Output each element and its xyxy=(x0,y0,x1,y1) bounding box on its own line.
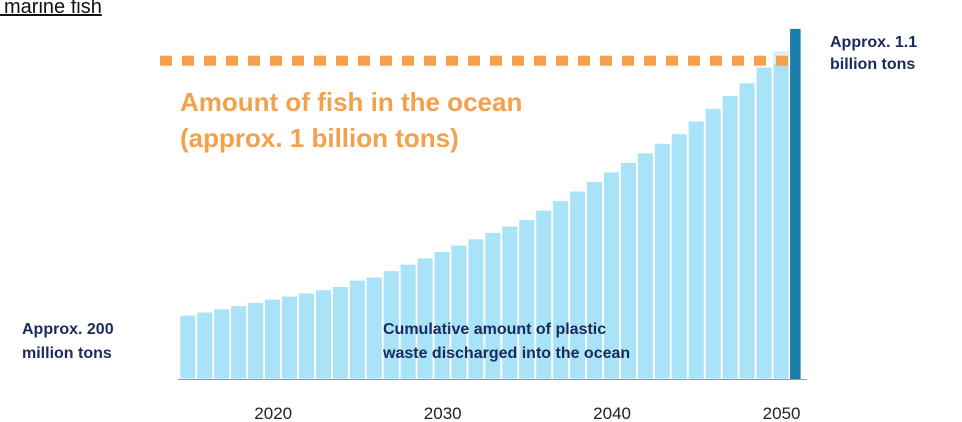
fish-line-dash xyxy=(182,55,194,66)
bar-final xyxy=(790,28,801,380)
fish-line-dash xyxy=(468,55,480,66)
bar-group xyxy=(179,28,801,380)
fish-line-dash xyxy=(732,55,744,66)
fish-line-dash xyxy=(622,55,634,66)
fish-amount-label-line2: (approx. 1 billion tons) xyxy=(180,123,459,153)
fish-line-dash xyxy=(402,55,414,66)
bar xyxy=(230,305,247,380)
fish-line-dash xyxy=(336,55,348,66)
fish-line-dash xyxy=(292,55,304,66)
bar xyxy=(264,299,281,380)
bar xyxy=(637,152,654,380)
bar xyxy=(332,286,349,380)
bar xyxy=(179,314,196,380)
fish-line-dash xyxy=(380,55,392,66)
fish-line-dash xyxy=(270,55,282,66)
x-tick-label: 2030 xyxy=(424,404,462,422)
fish-line-dash xyxy=(644,55,656,66)
fish-line-dash xyxy=(512,55,524,66)
bar xyxy=(213,308,230,380)
fish-line-dash xyxy=(666,55,678,66)
start-value-label: Approx. 200 million tons xyxy=(22,318,114,366)
end-value-label-line2: billion tons xyxy=(830,56,916,73)
bar xyxy=(315,289,332,380)
fish-line-dash xyxy=(226,55,238,66)
plastic-series-label-line2: waste discharged into the ocean xyxy=(383,345,631,362)
plastic-series-label-line1: Cumulative amount of plastic xyxy=(383,321,607,338)
chart-heading: l marine fish xyxy=(0,0,102,18)
fish-reference-line xyxy=(160,55,788,66)
fish-line-dash xyxy=(556,55,568,66)
fish-line-dash xyxy=(160,55,172,66)
fish-line-dash xyxy=(710,55,722,66)
start-value-label-line1: Approx. 200 xyxy=(22,321,114,338)
bar xyxy=(366,276,383,380)
fish-amount-label-line1: Amount of fish in the ocean xyxy=(180,87,523,117)
bar xyxy=(721,95,739,380)
fish-line-dash xyxy=(776,55,788,66)
fish-line-dash xyxy=(204,55,216,66)
bar xyxy=(738,82,756,380)
fish-line-dash xyxy=(534,55,546,66)
bar xyxy=(704,108,722,380)
fish-line-dash xyxy=(600,55,612,66)
bar xyxy=(281,295,298,380)
x-tick-labels: 2020 2030 2040 2050 xyxy=(254,404,800,422)
fish-line-dash xyxy=(754,55,766,66)
fish-line-dash xyxy=(490,55,502,66)
bar xyxy=(298,292,315,380)
fish-line-dash xyxy=(688,55,700,66)
fish-line-dash xyxy=(248,55,260,66)
x-tick-label: 2040 xyxy=(593,404,631,422)
fish-line-dash xyxy=(578,55,590,66)
x-tick-label: 2020 xyxy=(254,404,292,422)
bar xyxy=(688,120,705,380)
end-value-label: Approx. 1.1 billion tons xyxy=(830,32,917,76)
x-tick-label: 2050 xyxy=(763,404,801,422)
fish-line-dash xyxy=(358,55,370,66)
fish-amount-label: Amount of fish in the ocean (approx. 1 b… xyxy=(180,84,522,156)
end-value-label-line1: Approx. 1.1 xyxy=(830,34,918,51)
fish-line-dash xyxy=(424,55,436,66)
fish-line-dash xyxy=(446,55,458,66)
bar xyxy=(196,311,213,380)
bar xyxy=(772,62,790,380)
bar xyxy=(654,143,671,380)
bar xyxy=(755,66,773,380)
bar xyxy=(349,279,366,380)
start-value-label-line2: million tons xyxy=(22,345,112,362)
plastic-series-label: Cumulative amount of plastic waste disch… xyxy=(383,318,630,366)
fish-line-dash xyxy=(314,55,326,66)
bar xyxy=(247,302,264,380)
bar xyxy=(671,133,688,380)
